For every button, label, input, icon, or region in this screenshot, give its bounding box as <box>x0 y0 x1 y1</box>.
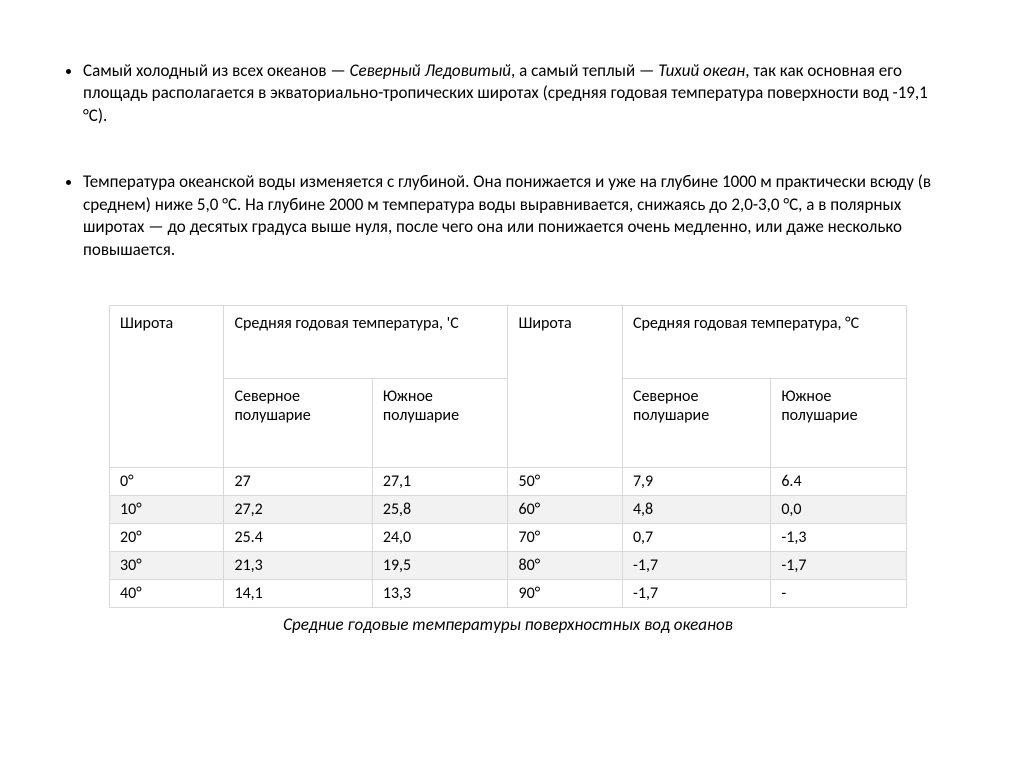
table-row: 20° 25.4 24,0 70° 0,7 -1,3 <box>110 524 907 552</box>
cell: 27 <box>224 468 372 496</box>
cell: -1,7 <box>622 580 770 608</box>
bullet-item: Самый холодный из всех океанов — Северны… <box>83 60 954 127</box>
page: Самый холодный из всех океанов — Северны… <box>0 0 1024 635</box>
table-row: 40° 14,1 13,3 90° -1,7 - <box>110 580 907 608</box>
th-south-b: Южное полушарие <box>771 379 907 468</box>
text-italic: Северный Ледовитый <box>350 60 511 81</box>
th-south-a: Южное полушарие <box>372 379 508 468</box>
bullet-list: Самый холодный из всех океанов — Северны… <box>55 60 954 127</box>
cell: 14,1 <box>224 580 372 608</box>
cell: 21,3 <box>224 552 372 580</box>
cell: 10° <box>110 496 224 524</box>
cell: 24,0 <box>372 524 508 552</box>
table-row: 0° 27 27,1 50° 7,9 6.4 <box>110 468 907 496</box>
cell: 0,0 <box>771 496 907 524</box>
bullet-list: Температура океанской воды изменяется с … <box>55 171 954 261</box>
table-header-row: Широта Средняя годовая температура, 'С Ш… <box>110 306 907 379</box>
th-temp-a: Средняя годовая температура, 'С <box>224 306 508 379</box>
cell: -1,7 <box>771 552 907 580</box>
cell: 90° <box>508 580 622 608</box>
table-row: 10° 27,2 25,8 60° 4,8 0,0 <box>110 496 907 524</box>
cell: 30° <box>110 552 224 580</box>
cell: 40° <box>110 580 224 608</box>
th-north-a: Северное полушарие <box>224 379 372 468</box>
table-body: 0° 27 27,1 50° 7,9 6.4 10° 27,2 25,8 60°… <box>110 468 907 608</box>
cell: 4,8 <box>622 496 770 524</box>
table-container: Широта Средняя годовая температура, 'С Ш… <box>109 305 954 608</box>
cell: 27,1 <box>372 468 508 496</box>
cell: 6.4 <box>771 468 907 496</box>
cell: 70° <box>508 524 622 552</box>
cell: 60° <box>508 496 622 524</box>
cell: 7,9 <box>622 468 770 496</box>
bullet-item: Температура океанской воды изменяется с … <box>83 171 954 261</box>
text: , а самый теплый — <box>511 60 658 81</box>
table-row: 30° 21,3 19,5 80° -1,7 -1,7 <box>110 552 907 580</box>
cell: -1,7 <box>622 552 770 580</box>
text-italic: Тихий океан <box>658 60 745 81</box>
cell: 20° <box>110 524 224 552</box>
table-caption: Средние годовые температуры поверхностны… <box>109 614 907 635</box>
cell: 25,8 <box>372 496 508 524</box>
cell: 80° <box>508 552 622 580</box>
cell: 50° <box>508 468 622 496</box>
th-temp-b: Средняя годовая температура, °С <box>622 306 906 379</box>
th-latitude-b: Широта <box>508 306 622 468</box>
cell: - <box>771 580 907 608</box>
cell: 0° <box>110 468 224 496</box>
temperature-table: Широта Средняя годовая температура, 'С Ш… <box>109 305 907 608</box>
cell: -1,3 <box>771 524 907 552</box>
cell: 27,2 <box>224 496 372 524</box>
th-latitude-a: Широта <box>110 306 224 468</box>
th-north-b: Северное полушарие <box>622 379 770 468</box>
cell: 25.4 <box>224 524 372 552</box>
cell: 19,5 <box>372 552 508 580</box>
text: Температура океанской воды изменяется с … <box>83 171 931 259</box>
cell: 0,7 <box>622 524 770 552</box>
text: Самый холодный из всех океанов — <box>83 60 350 81</box>
cell: 13,3 <box>372 580 508 608</box>
